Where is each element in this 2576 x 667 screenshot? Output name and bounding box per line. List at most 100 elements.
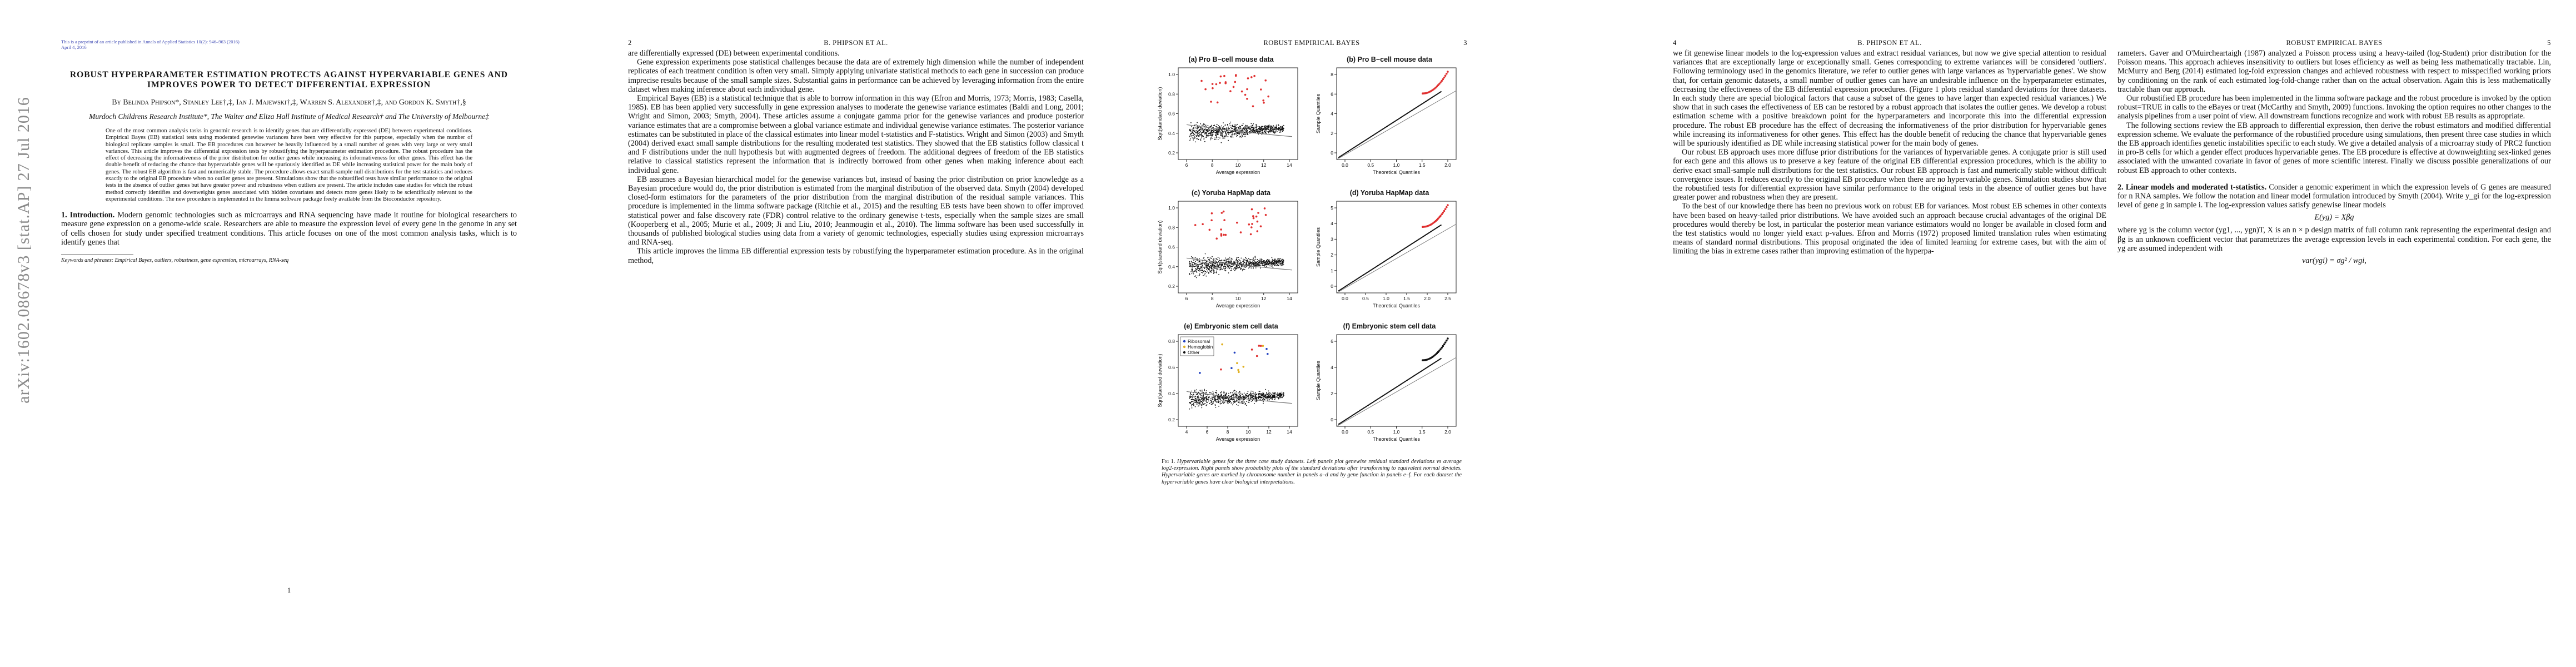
gene-point [1283,395,1284,396]
gene-point [1232,394,1233,396]
gene-point [1280,265,1282,266]
gene-point [1258,260,1259,261]
gene-point [1224,400,1226,401]
hypervariable-gene-point [1265,348,1268,350]
y-axis-label: Sqrt(standard deviation) [1157,220,1163,273]
gene-point [1234,126,1235,127]
gene-point [1239,136,1241,137]
gene-point [1228,272,1229,273]
gene-point [1210,265,1212,266]
gene-point [1268,392,1269,394]
gene-point [1278,128,1279,130]
gene-point [1219,269,1220,271]
panel-plot: 0.0 0.5 1.0 1.5 2.0 0 2 4 6 8 Theoretical Quantile… [1316,67,1457,175]
gene-point [1278,398,1279,400]
gene-point [1212,256,1213,257]
gene-point [1247,134,1249,136]
gene-point [1245,133,1247,135]
gene-point [1247,395,1248,397]
panel-title: (a) Pro B−cell mouse data [1188,56,1274,63]
gene-point [1203,271,1204,272]
outlier-quantile-point [1443,343,1446,346]
paragraph: are differentially expressed (DE) betwee… [628,49,840,58]
gene-point [1281,391,1283,393]
gene-point [1208,132,1210,134]
gene-point [1227,402,1229,404]
gene-point [1215,134,1217,135]
gene-point [1239,130,1241,131]
gene-point [1198,403,1199,405]
gene-point [1259,127,1260,128]
gene-point [1196,399,1198,401]
gene-point [1260,397,1262,399]
outlier-quantile-point [1447,337,1449,340]
gene-point [1210,400,1212,401]
gene-point [1273,396,1274,398]
gene-point [1202,395,1203,397]
gene-point [1269,260,1270,262]
gene-point [1217,132,1219,134]
gene-point [1207,265,1208,267]
gene-point [1200,401,1201,403]
hypervariable-gene-point [1255,355,1258,357]
gene-point [1242,123,1244,125]
gene-point [1221,260,1223,261]
gene-point [1201,398,1203,399]
gene-point [1212,270,1214,271]
y-tick-label: 0.4 [1168,264,1175,270]
gene-point [1280,263,1282,265]
gene-point [1283,264,1284,266]
gene-point [1222,402,1224,404]
gene-point [1212,266,1214,267]
gene-point [1224,125,1226,126]
gene-point [1205,125,1207,126]
gene-point [1202,397,1204,398]
gene-point [1190,133,1192,135]
gene-point [1257,130,1259,132]
gene-point [1283,396,1284,397]
gene-point [1276,131,1278,132]
gene-point [1192,128,1193,130]
gene-point [1220,264,1222,266]
gene-point [1229,400,1230,402]
gene-point [1223,397,1225,399]
gene-point [1272,261,1273,262]
hypervariable-gene-point [1262,99,1264,102]
gene-point [1202,262,1203,264]
gene-point [1217,263,1218,265]
gene-point [1191,404,1193,405]
gene-point [1210,137,1212,139]
gene-point [1195,265,1197,266]
gene-point [1252,127,1253,128]
gene-point [1245,260,1247,261]
gene-point [1238,262,1240,264]
gene-point [1224,130,1225,132]
gene-point [1280,261,1282,262]
gene-point [1277,392,1278,394]
gene-point [1205,128,1207,130]
gene-point [1218,265,1219,266]
gene-point [1263,131,1265,132]
gene-point [1198,398,1200,400]
gene-point [1218,267,1220,268]
gene-point [1215,391,1217,393]
gene-point [1241,133,1243,135]
gene-point [1241,399,1243,400]
hypervariable-gene-point [1194,224,1197,226]
y-axis-label: Sqrt(standard deviation) [1157,87,1163,140]
paragraph: To the best of our knowledge there has b… [1673,202,2106,256]
gene-point [1250,127,1252,128]
gene-point [1278,258,1280,260]
y-tick-label: 1.0 [1168,205,1175,211]
gene-point [1213,270,1215,271]
gene-point [1239,133,1240,135]
gene-point [1214,396,1215,397]
gene-point [1210,262,1212,264]
gene-point [1233,402,1234,404]
gene-point [1212,397,1213,399]
gene-point [1199,273,1200,275]
gene-point [1202,265,1203,266]
gene-point [1215,136,1217,138]
gene-point [1214,137,1215,139]
gene-point [1239,132,1240,133]
